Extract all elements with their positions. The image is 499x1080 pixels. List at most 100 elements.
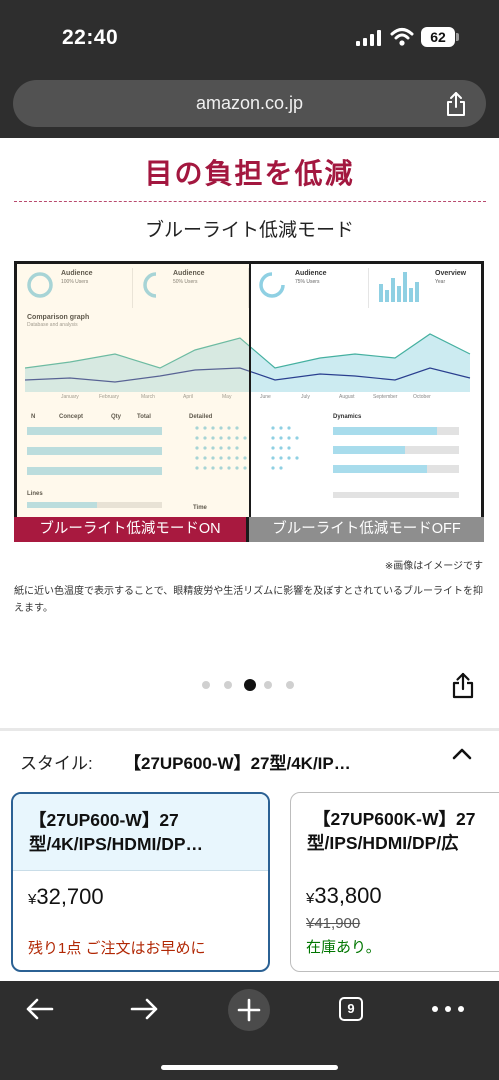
- kpi-card: Overview Year: [369, 268, 481, 308]
- style-option-card[interactable]: 【27UP600K-W】27 型/IPS/HDMI/DP/広 ¥33,800 ¥…: [290, 792, 499, 972]
- new-tab-button[interactable]: [228, 989, 270, 1031]
- carousel-dot[interactable]: [224, 681, 232, 689]
- share-icon[interactable]: [451, 672, 475, 699]
- mode-on-label: ブルーライト低減モードON: [14, 517, 246, 542]
- style-option-title-line: 型/4K/IPS/HDMI/DP…: [29, 834, 204, 854]
- style-option-price: ¥32,700: [28, 884, 104, 910]
- style-selected-value[interactable]: 【27UP600-W】27型/4K/IP…: [124, 754, 351, 773]
- original-price: ¥41,900: [306, 915, 361, 932]
- kpi-card: Audience 50% Users: [133, 268, 249, 308]
- carousel-dot[interactable]: [264, 681, 272, 689]
- currency-symbol: ¥: [28, 891, 37, 908]
- url-text[interactable]: amazon.co.jp: [195, 93, 304, 113]
- carousel-dot[interactable]: [202, 681, 210, 689]
- lines-bar: [27, 502, 97, 508]
- battery-nub: [456, 33, 459, 41]
- monitor-screen: Audience 100% Users Audience 50% Users A…: [17, 264, 481, 517]
- style-option-card-selected[interactable]: 【27UP600-W】27 型/4K/IPS/HDMI/DP… ¥32,700 …: [11, 792, 270, 972]
- kpi-card-title: Audience: [173, 270, 205, 277]
- kpi-card-title: Overview: [435, 270, 467, 277]
- month-label: July: [301, 394, 310, 400]
- kpi-card-title: Audience: [295, 270, 327, 277]
- style-option-title: 【27UP600K-W】27 型/IPS/HDMI/DP/広: [291, 793, 499, 870]
- stock-status: 残り1点 ご注文はお早めに: [28, 940, 206, 957]
- kpi-card: Audience 100% Users: [17, 268, 133, 308]
- month-label: June: [260, 394, 271, 400]
- comparison-area-chart: [25, 333, 471, 392]
- table-header: Total: [137, 414, 151, 420]
- table-header: Concept: [59, 414, 83, 420]
- month-label: January: [61, 394, 79, 400]
- donut-chart-icon: [259, 272, 285, 298]
- kpi-card-sub: 50% Users: [173, 279, 198, 285]
- style-option-title-line: 【27UP600-W】27: [29, 810, 179, 830]
- table-header: N: [31, 414, 36, 420]
- banner-title: 目の負担を低減: [144, 158, 355, 189]
- month-label: October: [413, 394, 431, 400]
- bar-chart-icon: [379, 272, 419, 302]
- forward-arrow-icon[interactable]: [128, 995, 160, 1023]
- time-track: [333, 492, 459, 498]
- plus-icon: [237, 998, 261, 1022]
- donut-chart-icon: [143, 272, 157, 298]
- month-label: August: [339, 394, 355, 400]
- mode-off-label: ブルーライト低減モードOFF: [249, 517, 484, 542]
- dynamics-title: Dynamics: [333, 414, 362, 420]
- lines-title: Lines: [27, 491, 43, 497]
- status-time: 22:40: [62, 26, 119, 49]
- month-label: March: [141, 394, 155, 400]
- browser-bottom-toolbar: 9: [0, 981, 499, 1080]
- kpi-card-sub: Year: [435, 279, 446, 285]
- carousel-indicator[interactable]: [202, 679, 298, 691]
- style-option-title-line: 【27UP600K-W】27: [313, 809, 476, 829]
- stock-status: 在庫あり。: [306, 939, 381, 956]
- dot-matrix-chart: [195, 426, 299, 470]
- style-option-price: ¥33,800: [306, 883, 382, 909]
- time-title: Time: [193, 505, 207, 511]
- wifi-icon: [390, 28, 414, 46]
- screen-split-divider: [249, 264, 251, 517]
- carousel-dot[interactable]: [286, 681, 294, 689]
- table-row: [27, 437, 162, 445]
- chevron-up-icon[interactable]: [451, 745, 473, 763]
- tab-switcher-button[interactable]: 9: [339, 997, 363, 1021]
- table-row: [27, 457, 162, 465]
- style-option-title-line: 型/IPS/HDMI/DP/広: [307, 833, 459, 853]
- currency-symbol: ¥: [306, 890, 315, 907]
- table-row: [27, 467, 162, 475]
- address-bar[interactable]: amazon.co.jp: [13, 80, 486, 127]
- dynamics-bar: [333, 427, 437, 435]
- feature-description: 紙に近い色温度で表示することで、眼精疲労や生活リズムに影響を及ぼすとされているブ…: [14, 586, 483, 614]
- dynamics-bar: [333, 465, 427, 473]
- style-label: スタイル:: [20, 754, 93, 773]
- image-note: ※画像はイメージです: [384, 561, 483, 572]
- carousel-dot-active[interactable]: [244, 679, 256, 691]
- banner-divider: [14, 201, 486, 202]
- detailed-title: Detailed: [189, 414, 213, 420]
- month-label: May: [222, 394, 232, 400]
- kpi-card-sub: 75% Users: [295, 279, 320, 285]
- browser-top-chrome: 22:40 62 amazon.co.jp: [0, 0, 499, 138]
- style-option-title: 【27UP600-W】27 型/4K/IPS/HDMI/DP…: [13, 794, 268, 871]
- graph-title: Comparison graph: [27, 314, 90, 321]
- battery-indicator: 62: [421, 27, 455, 47]
- cellular-signal-icon: [356, 30, 381, 46]
- kpi-card-title: Audience: [61, 270, 93, 277]
- month-label: April: [183, 394, 194, 400]
- dynamics-bar: [333, 446, 405, 454]
- graph-subtitle: Database and analysis: [27, 322, 78, 328]
- home-indicator: [161, 1065, 338, 1070]
- back-arrow-icon[interactable]: [24, 995, 56, 1023]
- more-options-icon[interactable]: [431, 1005, 465, 1013]
- kpi-card: Audience 75% Users: [251, 268, 369, 308]
- month-label: September: [373, 394, 398, 400]
- share-icon[interactable]: [444, 91, 468, 117]
- kpi-card-sub: 100% Users: [61, 279, 89, 285]
- price-value: 33,800: [314, 883, 382, 908]
- price-value: 32,700: [36, 884, 104, 909]
- product-image-monitor[interactable]: Audience 100% Users Audience 50% Users A…: [14, 261, 484, 542]
- month-label: February: [99, 394, 120, 400]
- table-header: Qty: [111, 414, 122, 420]
- table-row: [27, 427, 162, 435]
